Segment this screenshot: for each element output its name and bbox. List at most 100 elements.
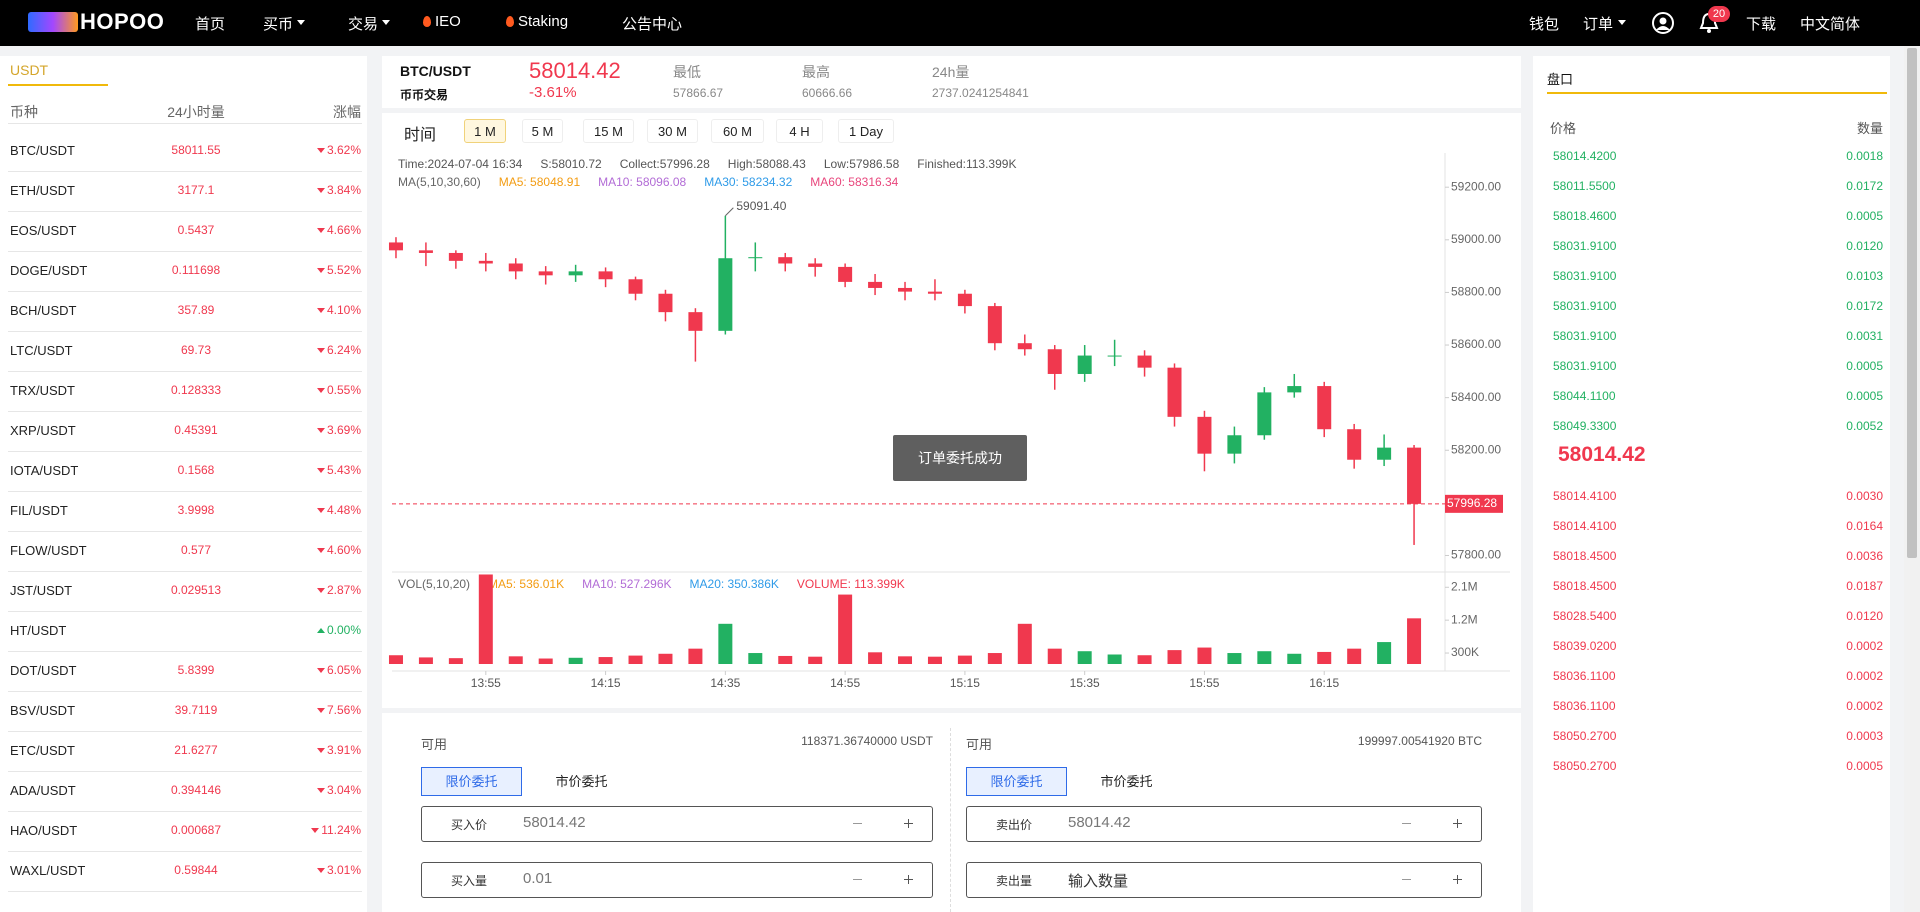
timeframe-button[interactable]: 30 M [647, 119, 698, 143]
nav-item[interactable]: 公告中心 [622, 16, 683, 33]
pair-symbol[interactable]: DOGE/USDT [10, 263, 88, 278]
order-mode-button[interactable]: 市价委托 [555, 774, 608, 789]
fire-icon [506, 16, 514, 27]
order-price[interactable]: 58039.0200 [1553, 639, 1617, 653]
kline-info: Finished:113.399K [917, 157, 1017, 171]
order-price[interactable]: 58031.9100 [1553, 359, 1617, 373]
pair-change: 6.05% [326, 663, 361, 677]
input-value[interactable]: 58014.42 [1068, 814, 1131, 831]
order-price[interactable]: 58036.1100 [1553, 699, 1616, 713]
plus-icon-v[interactable] [1457, 875, 1458, 884]
nav-item[interactable]: IEO [435, 13, 461, 30]
timeframe-button[interactable]: 1 Day [838, 119, 894, 143]
order-price[interactable]: 58014.4100 [1553, 489, 1617, 503]
nav-item[interactable]: 下载 [1746, 16, 1777, 33]
pair-symbol[interactable]: ADA/USDT [10, 783, 76, 798]
scrollbar-thumb[interactable] [1907, 48, 1917, 558]
pair-symbol[interactable]: HT/USDT [10, 623, 67, 638]
input-box[interactable] [421, 862, 933, 898]
market-panel [0, 56, 367, 912]
pair-change: 4.48% [326, 503, 361, 517]
minus-icon[interactable] [853, 823, 862, 824]
timeframe-button[interactable]: 4 H [776, 119, 823, 143]
minus-icon[interactable] [1402, 879, 1411, 880]
pair-symbol[interactable]: XRP/USDT [10, 423, 76, 438]
minus-icon[interactable] [853, 879, 862, 880]
order-amount: 0.0005 [1846, 359, 1883, 373]
order-price[interactable]: 58018.4600 [1553, 209, 1617, 223]
order-price[interactable]: 58044.1100 [1553, 389, 1616, 403]
pair-symbol[interactable]: DOT/USDT [10, 663, 77, 678]
pair-change: 0.00% [326, 623, 361, 637]
order-price[interactable]: 58050.2700 [1553, 729, 1617, 743]
pair-symbol[interactable]: FIL/USDT [10, 503, 68, 518]
input-box[interactable] [966, 806, 1482, 842]
input-value[interactable]: 输入数量 [1068, 873, 1129, 890]
order-amount: 0.0187 [1846, 579, 1883, 593]
nav-item[interactable]: 交易 [348, 16, 379, 33]
row-divider [8, 851, 362, 852]
nav-item[interactable]: 首页 [195, 16, 226, 33]
plus-icon-v[interactable] [1457, 819, 1458, 828]
order-price[interactable]: 58018.4500 [1553, 579, 1617, 593]
pair-change: 4.60% [326, 543, 361, 557]
change-cell: 6.24% [316, 343, 361, 357]
order-price[interactable]: 58050.2700 [1553, 759, 1617, 773]
timeframe-button[interactable]: 1 M [464, 119, 506, 143]
order-price[interactable]: 58031.9100 [1553, 269, 1617, 283]
pair-symbol[interactable]: HAO/USDT [10, 823, 78, 838]
pair-price: 0.111698 [171, 263, 221, 277]
input-box[interactable] [966, 862, 1482, 898]
order-price[interactable]: 58031.9100 [1553, 299, 1617, 313]
change-cell: 0.55% [316, 383, 361, 397]
nav-item[interactable]: 订单 [1583, 16, 1614, 33]
order-price[interactable]: 58036.1100 [1553, 669, 1616, 683]
order-price[interactable]: 58028.5400 [1553, 609, 1617, 623]
order-mode-button[interactable]: 限价委托 [421, 767, 522, 796]
change-cell: 3.62% [316, 143, 361, 157]
plus-icon-v[interactable] [908, 819, 909, 828]
pair-change: 5.43% [326, 463, 361, 477]
timeframe-button[interactable]: 15 M [583, 119, 634, 143]
pair-symbol[interactable]: ETH/USDT [10, 183, 75, 198]
input-box[interactable] [421, 806, 933, 842]
order-price[interactable]: 58031.9100 [1553, 329, 1617, 343]
row-divider [8, 571, 362, 572]
pair-change: 2.87% [326, 583, 361, 597]
order-price[interactable]: 58014.4200 [1553, 149, 1617, 163]
avatar-icon[interactable] [1651, 11, 1675, 35]
timeframe-button[interactable]: 5 M [522, 119, 563, 143]
kline-info: S:58010.72 [540, 157, 602, 171]
order-price[interactable]: 58049.3300 [1553, 419, 1617, 433]
timeframe-button[interactable]: 60 M [711, 119, 764, 143]
pair-symbol[interactable]: FLOW/USDT [10, 543, 87, 558]
order-mode-button[interactable]: 限价委托 [966, 767, 1067, 796]
pair-symbol[interactable]: IOTA/USDT [10, 463, 79, 478]
nav-item[interactable]: 钱包 [1529, 16, 1560, 33]
row-divider [8, 771, 362, 772]
input-value[interactable]: 58014.42 [523, 814, 586, 831]
pair-symbol[interactable]: TRX/USDT [10, 383, 75, 398]
order-price[interactable]: 58014.4100 [1553, 519, 1617, 533]
pair-symbol[interactable]: LTC/USDT [10, 343, 73, 358]
order-price[interactable]: 58031.9100 [1553, 239, 1617, 253]
pair-symbol[interactable]: JST/USDT [10, 583, 73, 598]
nav-item[interactable]: Staking [518, 13, 569, 30]
pair-symbol[interactable]: WAXL/USDT [10, 863, 86, 878]
pair-symbol[interactable]: ETC/USDT [10, 743, 75, 758]
plus-icon-v[interactable] [908, 875, 909, 884]
order-mode-button[interactable]: 市价委托 [1100, 774, 1153, 789]
pair-symbol[interactable]: BSV/USDT [10, 703, 76, 718]
pair-change: 5.52% [326, 263, 361, 277]
order-price[interactable]: 58018.4500 [1553, 549, 1617, 563]
input-value[interactable]: 0.01 [523, 870, 553, 887]
nav-item[interactable]: 买币 [263, 16, 294, 33]
pair-symbol[interactable]: EOS/USDT [10, 223, 77, 238]
pair-symbol[interactable]: BCH/USDT [10, 303, 77, 318]
nav-item[interactable]: 中文简体 [1800, 16, 1861, 33]
pair-change: 3.04% [326, 783, 361, 797]
minus-icon[interactable] [1402, 823, 1411, 824]
order-price[interactable]: 58011.5500 [1553, 179, 1616, 193]
pair-symbol[interactable]: BTC/USDT [10, 143, 75, 158]
arrow-up [316, 627, 325, 633]
